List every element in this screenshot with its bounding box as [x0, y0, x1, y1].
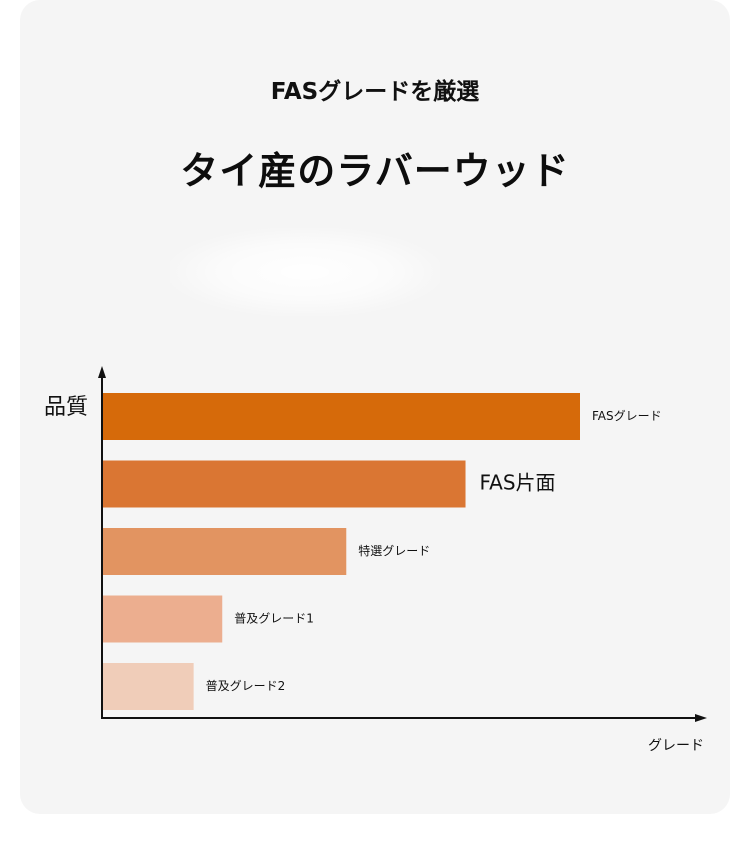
bar-1	[103, 393, 580, 440]
page-title: タイ産のラバーウッド	[180, 149, 570, 193]
y-axis-label: 品質	[44, 395, 89, 420]
x-axis-label: グレード	[648, 738, 704, 754]
bar-5	[103, 663, 194, 710]
bar-label-2: FAS片面	[480, 471, 556, 495]
page-subtitle: FASグレードを厳選	[270, 79, 480, 105]
blurred-region	[170, 228, 440, 316]
x-axis-arrow	[695, 714, 707, 722]
bar-2	[103, 460, 466, 508]
y-axis-arrow	[98, 366, 106, 378]
bar-label-1: FASグレード	[592, 409, 662, 423]
bar-label-3: 特選グレード	[358, 543, 430, 558]
bar-3	[103, 528, 347, 575]
bar-label-4: 普及グレード1	[234, 612, 314, 626]
bar-label-5: 普及グレード2	[206, 679, 286, 693]
bar-4	[103, 595, 223, 643]
